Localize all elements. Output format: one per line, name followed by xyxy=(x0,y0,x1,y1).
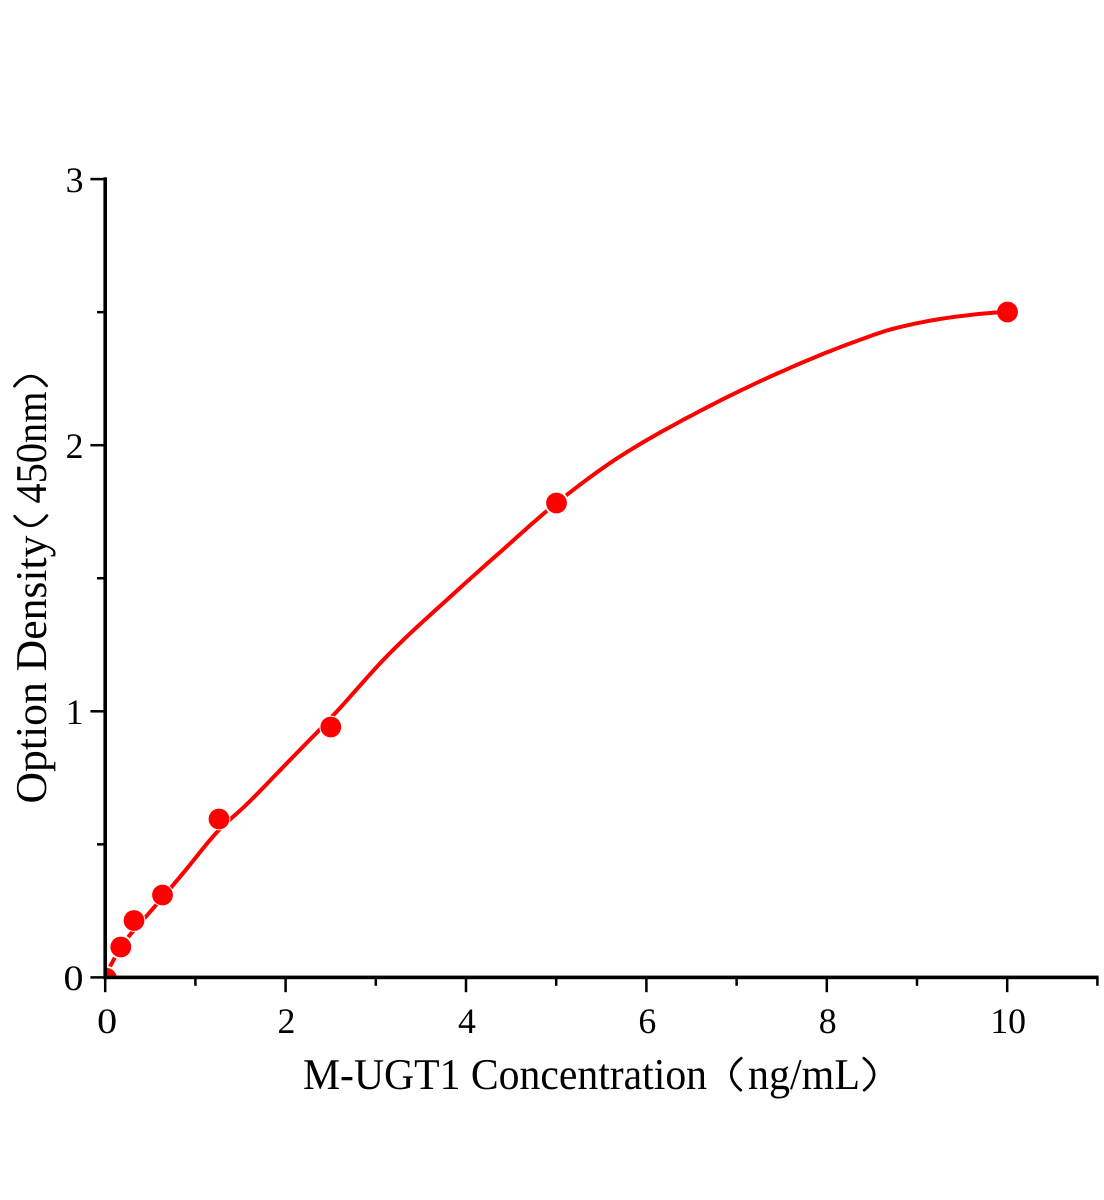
svg-text:0: 0 xyxy=(64,958,84,998)
svg-text:3: 3 xyxy=(66,160,84,200)
svg-text:Option Density450nm: Option Density450nm xyxy=(7,392,56,804)
svg-text:2: 2 xyxy=(66,426,84,466)
svg-text:1: 1 xyxy=(66,692,84,732)
svg-text:0: 0 xyxy=(97,1001,117,1041)
svg-text:8: 8 xyxy=(819,1001,837,1041)
svg-text:4: 4 xyxy=(458,1001,476,1041)
svg-text:2: 2 xyxy=(278,1001,296,1041)
svg-text:10: 10 xyxy=(990,1001,1026,1041)
svg-text:6: 6 xyxy=(638,1001,656,1041)
